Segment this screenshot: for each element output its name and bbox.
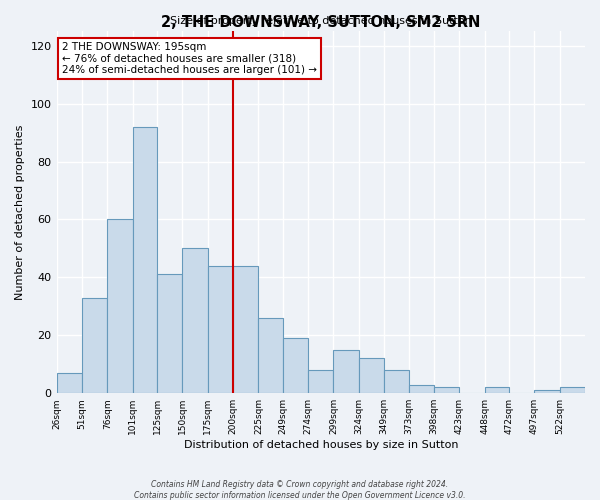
Bar [182,248,208,393]
Bar [384,370,409,393]
Bar [334,350,359,393]
Bar [157,274,182,393]
Text: Size of property relative to detached houses in Sutton: Size of property relative to detached ho… [170,16,472,26]
Bar [534,390,560,393]
Bar [359,358,384,393]
Bar [409,384,434,393]
Bar [107,220,133,393]
Bar [56,373,82,393]
Text: Contains HM Land Registry data © Crown copyright and database right 2024.
Contai: Contains HM Land Registry data © Crown c… [134,480,466,500]
Bar [208,266,233,393]
Title: 2, THE DOWNSWAY, SUTTON, SM2 5RN: 2, THE DOWNSWAY, SUTTON, SM2 5RN [161,15,481,30]
Bar [133,126,157,393]
Bar [233,266,259,393]
Bar [82,298,107,393]
X-axis label: Distribution of detached houses by size in Sutton: Distribution of detached houses by size … [184,440,458,450]
Bar [259,318,283,393]
Text: 2 THE DOWNSWAY: 195sqm
← 76% of detached houses are smaller (318)
24% of semi-de: 2 THE DOWNSWAY: 195sqm ← 76% of detached… [62,42,317,75]
Bar [283,338,308,393]
Bar [434,388,459,393]
Bar [560,388,585,393]
Bar [308,370,334,393]
Bar [485,388,509,393]
Y-axis label: Number of detached properties: Number of detached properties [15,124,25,300]
